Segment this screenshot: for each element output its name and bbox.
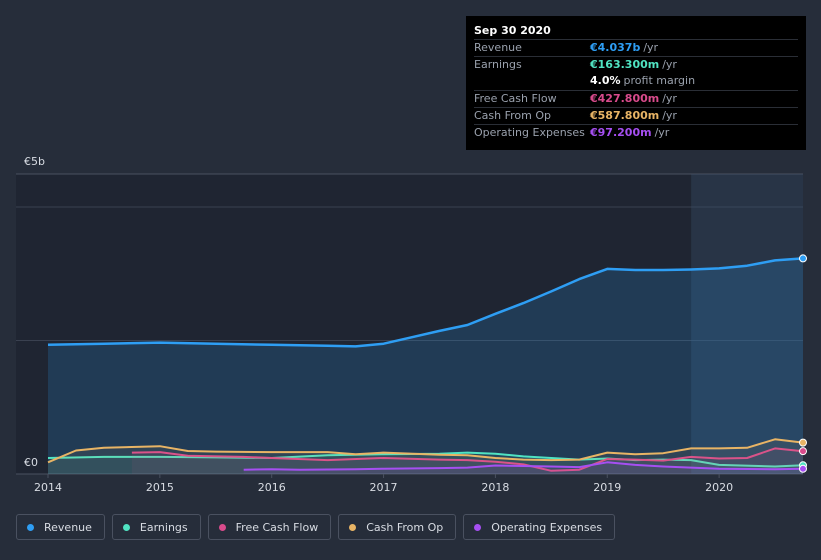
tooltip-row: Cash From Op €587.800m/yr [474,107,798,124]
x-tick-label: 2018 [481,481,509,494]
legend-dot-icon [27,523,34,531]
free-cash-flow-end-marker[interactable] [799,447,807,456]
operating-expenses-end-marker[interactable] [799,464,807,473]
cash-from-op-area [48,439,803,474]
x-axis-ticks: 2014 2015 2016 2017 2018 2019 2020 [34,474,733,494]
tooltip-row: Revenue €4.037b/yr [474,39,798,56]
free-cash-flow-area [131,448,803,474]
tooltip-row-label: Earnings [474,58,522,71]
tooltip-row-value: €163.300m [590,58,660,71]
free-cash-flow-line [131,447,804,472]
legend-label: Operating Expenses [491,520,603,534]
tooltip-row-unit: /yr [643,41,659,54]
revenue-area [48,258,803,474]
revenue-end-marker[interactable] [799,254,807,263]
tooltip-row-value: €427.800m [590,92,660,105]
tooltip-row-value: €97.200m [590,126,652,139]
cash-from-op-line [47,438,804,464]
tooltip-row: Free Cash Flow €427.800m/yr [474,90,798,107]
x-tick-label: 2019 [593,481,621,494]
tooltip-row-label [474,73,590,90]
highlight-band [691,174,803,474]
y-axis-label-top: €5b [24,155,45,168]
grid-lines [16,173,803,475]
tooltip-row-value: €4.037b [590,41,641,54]
revenue-line [47,257,804,348]
tooltip-row-value: €587.800m [590,109,660,122]
tooltip-row-unit: profit margin [623,74,696,87]
x-tick-label: 2016 [258,481,286,494]
plot-background [16,174,803,474]
tooltip-row: Operating Expenses €97.200m/yr [474,124,798,141]
legend-item-revenue[interactable]: Revenue [16,514,105,540]
legend-item-operating-expenses[interactable]: Operating Expenses [463,514,616,540]
legend-label: Revenue [44,520,92,534]
x-tick-label: 2017 [370,481,398,494]
tooltip-row-unit: /yr [662,92,677,105]
cash-from-op-end-marker[interactable] [799,438,807,447]
legend-item-free-cash-flow[interactable]: Free Cash Flow [207,514,332,540]
tooltip-rows: Revenue €4.037b/yr Earnings €163.300m/yr 4.0… [474,39,798,141]
tooltip: Sep 30 2020 Revenue €4.037b/yr Earnings €16… [466,16,806,150]
tooltip-row-value: 4.0% [590,74,621,87]
end-markers [799,254,807,473]
legend-dot-icon [349,523,357,531]
legend-label: Free Cash Flow [235,520,319,534]
legend-item-earnings[interactable]: Earnings [111,514,201,540]
legend-dot-icon [218,523,226,531]
tooltip-row-unit: /yr [662,109,677,122]
tooltip-row-label: Revenue [474,41,522,54]
tooltip-row-label: Operating Expenses [474,126,585,139]
legend-item-cash-from-op[interactable]: Cash From Op [338,514,457,540]
tooltip-row: 4.0% profit margin [474,73,798,90]
operating-expenses-area [243,462,803,474]
tooltip-row-unit: /yr [654,126,670,139]
operating-expenses-line [243,461,804,471]
tooltip-row-label: Cash From Op [474,109,552,122]
tooltip-row: Earnings €163.300m/yr [474,56,798,73]
series-layer [47,257,804,474]
legend-label: Earnings [139,520,188,534]
legend-dot-icon [474,523,482,531]
legend: Revenue Earnings Free Cash Flow Cash From O… [16,514,616,540]
legend-label: Cash From Op [366,520,444,534]
x-tick-label: 2015 [146,481,174,494]
y-axis-label-bottom: €0 [24,456,38,469]
tooltip-row-label: Free Cash Flow [474,92,557,105]
tooltip-row-unit: /yr [662,58,677,71]
tooltip-date: Sep 30 2020 [474,24,551,37]
legend-dot-icon [122,523,130,531]
x-tick-label: 2020 [705,481,733,494]
x-tick-label: 2014 [34,481,62,494]
